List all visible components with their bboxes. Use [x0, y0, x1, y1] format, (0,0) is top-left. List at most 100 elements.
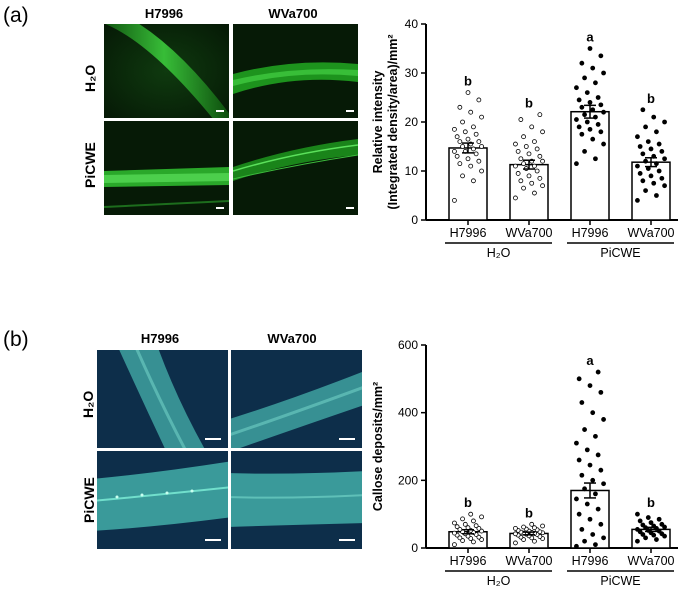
chart-b-data-point — [574, 543, 579, 549]
chart-a-data-point — [532, 139, 537, 145]
chart-b-data-point — [659, 521, 665, 527]
chart-a-data-point — [582, 148, 587, 154]
chart-a-data-point — [452, 126, 457, 132]
chart-b-data-point — [595, 369, 601, 375]
chart-a-category-label: WVa700 — [627, 226, 674, 240]
chart-a-data-point — [590, 107, 596, 113]
chart-b-data-point — [454, 524, 460, 530]
chart-b-data-point — [654, 537, 659, 542]
chart-a-data-point — [662, 183, 667, 189]
chart-a-data-point — [465, 156, 471, 162]
chart-a-data-point — [532, 163, 537, 169]
chart-a-y-tick-label: 0 — [411, 213, 418, 227]
chart-a-significance-letter: b — [464, 74, 472, 89]
chart-a-data-point — [457, 161, 463, 167]
chart-b-data-point — [582, 538, 587, 544]
chart-b-data-point — [576, 457, 582, 463]
chart-a-data-point — [537, 112, 543, 118]
chart-a-data-point — [526, 173, 532, 179]
chart-a-data-point — [471, 178, 476, 184]
chart-b-data-point — [460, 538, 465, 543]
chart-b-data-point — [579, 526, 585, 532]
chart-a-data-point — [579, 104, 585, 110]
chart-b-data-point — [457, 526, 463, 532]
chart-a-data-point — [648, 173, 654, 179]
chart-b-data-point — [479, 514, 484, 520]
chart-a-data-point — [521, 134, 526, 140]
chart-b-data-point — [590, 532, 596, 537]
chart-b-data-point — [579, 472, 585, 478]
micrograph-a-h7996-h2o — [104, 24, 229, 118]
micrograph-b-h7996-picwe — [97, 451, 228, 549]
chart-b-data-point — [601, 535, 606, 541]
chart-a-data-point — [521, 185, 526, 191]
chart-b-data-point — [576, 511, 582, 517]
chart-a-data-point — [521, 161, 526, 167]
chart-a-data-point — [635, 134, 640, 140]
micrograph-b-h7996-h2o-image — [97, 350, 228, 448]
chart-b-category-label: WVa700 — [627, 554, 674, 568]
chart-b-data-point — [593, 433, 598, 439]
chart-a-data-point — [574, 161, 579, 167]
chart-a-data-point — [540, 183, 545, 189]
chart-a-data-point — [476, 158, 482, 164]
chart-b-category-label: H7996 — [450, 554, 487, 568]
micrograph-a-wva700-h2o-image — [233, 24, 358, 118]
chart-b-data-point — [635, 511, 640, 517]
chart-b-data-point — [590, 410, 596, 416]
chart-a-data-point — [662, 156, 667, 162]
chart-a-data-point — [651, 180, 657, 186]
chart-a-data-point — [523, 144, 529, 149]
chart-b-data-point — [476, 525, 482, 531]
panel-b-col-wva700: WVa700 — [267, 331, 317, 346]
chart-a-data-point — [515, 148, 521, 154]
chart-b-data-point — [584, 447, 590, 453]
chart-b-data-point — [579, 400, 585, 405]
chart-a-data-point — [587, 46, 593, 51]
chart-a-data-point — [662, 119, 667, 125]
chart-a-data-point — [593, 80, 598, 86]
chart-b-data-point — [521, 524, 526, 530]
chart-b-data-point — [656, 528, 662, 534]
chart-b-data-point — [593, 542, 598, 548]
chart-a-data-point — [529, 180, 535, 186]
chart-b-data-point — [590, 477, 596, 483]
micrograph-b-wva700-picwe — [231, 451, 362, 549]
chart-a-y-tick-label: 20 — [405, 115, 419, 129]
chart-a-data-point — [534, 168, 540, 174]
chart-a-data-point — [601, 70, 606, 76]
chart-a-data-point — [462, 129, 468, 135]
chart-a-data-point — [465, 90, 471, 95]
chart-b-data-point — [468, 511, 474, 517]
micrograph-b-h7996-picwe-image — [97, 451, 228, 549]
chart-a-data-point — [635, 163, 640, 169]
chart-a-data-point — [640, 107, 646, 113]
chart-a-data-point — [479, 114, 484, 120]
chart-a-ylabel-line1: Relative intensity — [371, 71, 385, 174]
chart-a-data-point — [601, 141, 606, 147]
chart-b-data-point — [473, 523, 479, 529]
chart-b: 0 200 400 600 Callose deposits/mm² b H7996 b WVa… — [371, 338, 678, 588]
panel-b-row-picwe: PiCWE — [81, 477, 97, 523]
chart-b-data-point — [640, 522, 646, 528]
chart-a-significance-letter: b — [647, 91, 655, 106]
chart-a-group-label: PiCWE — [600, 246, 640, 260]
chart-a-data-point — [659, 175, 665, 181]
chart-a-data-point — [648, 146, 654, 152]
chart-a-significance-letter: a — [586, 30, 594, 45]
micrograph-a-h7996-h2o-image — [104, 24, 229, 118]
panel-b-label: (b) — [3, 328, 29, 351]
micrograph-a-wva700-picwe-image — [233, 121, 358, 215]
chart-b-significance-letter: a — [586, 353, 594, 368]
chart-a-y-tick-label: 40 — [405, 17, 419, 31]
panel-b-col-h7996: H7996 — [140, 331, 180, 346]
chart-a-data-point — [454, 153, 460, 159]
chart-a-data-point — [584, 90, 590, 95]
chart-a-data-point — [518, 178, 524, 184]
chart-b-data-point — [587, 383, 593, 388]
chart-b-category-label: WVa700 — [505, 554, 552, 568]
chart-b-y-tick-label: 600 — [398, 338, 418, 352]
chart-b-data-point — [587, 462, 593, 468]
chart-b-significance-letter: b — [525, 505, 533, 520]
chart-a-data-point — [643, 188, 648, 194]
